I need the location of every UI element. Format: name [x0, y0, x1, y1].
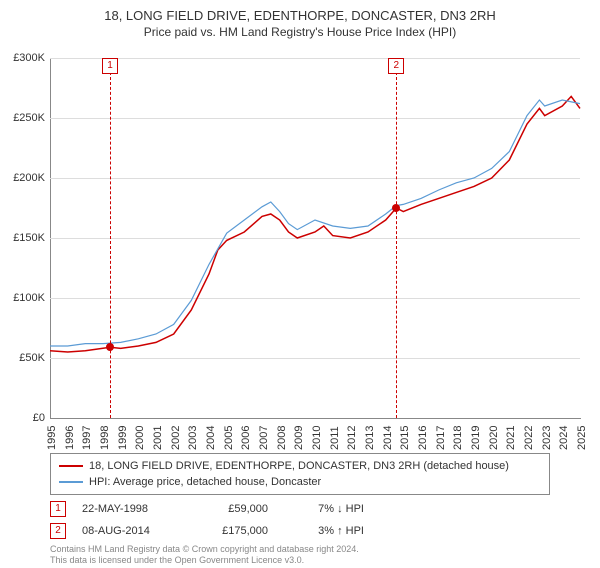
x-tick-label: 2016 — [417, 426, 429, 450]
x-tick-label: 2019 — [470, 426, 482, 450]
legend-swatch — [59, 481, 83, 483]
x-tick-label: 2002 — [170, 426, 182, 450]
chart-title: 18, LONG FIELD DRIVE, EDENTHORPE, DONCAS… — [0, 8, 600, 23]
series-price_paid — [50, 96, 580, 352]
marker-vline — [396, 72, 397, 418]
x-tick-label: 2014 — [382, 426, 394, 450]
sale-date: 08-AUG-2014 — [82, 525, 182, 537]
sale-row: 2 08-AUG-2014 £175,000 3% ↑ HPI — [50, 520, 364, 542]
legend-item: HPI: Average price, detached house, Donc… — [59, 474, 541, 490]
x-tick-label: 2015 — [399, 426, 411, 450]
legend: 18, LONG FIELD DRIVE, EDENTHORPE, DONCAS… — [50, 453, 550, 495]
x-tick-label: 2024 — [558, 426, 570, 450]
legend-swatch — [59, 465, 83, 467]
legend-label: 18, LONG FIELD DRIVE, EDENTHORPE, DONCAS… — [89, 460, 509, 472]
x-tick-label: 2022 — [523, 426, 535, 450]
x-tick-label: 2005 — [223, 426, 235, 450]
footer-attribution: Contains HM Land Registry data © Crown c… — [50, 544, 359, 566]
x-tick-label: 1999 — [117, 426, 129, 450]
footer-line-2: This data is licensed under the Open Gov… — [50, 555, 359, 566]
sale-marker-badge: 2 — [50, 523, 66, 539]
sale-price: £175,000 — [198, 525, 268, 537]
x-tick-label: 2004 — [205, 426, 217, 450]
chart-subtitle: Price paid vs. HM Land Registry's House … — [0, 25, 600, 39]
x-tick-label: 2023 — [541, 426, 553, 450]
x-tick-label: 2001 — [152, 426, 164, 450]
x-tick-label: 2017 — [435, 426, 447, 450]
sale-pct: 7% ↓ HPI — [284, 503, 364, 515]
y-tick-label: £200K — [0, 172, 45, 184]
series-hpi — [50, 100, 580, 346]
x-tick-label: 2011 — [329, 426, 341, 450]
x-tick-label: 2010 — [311, 426, 323, 450]
y-tick-label: £150K — [0, 232, 45, 244]
y-tick-label: £0 — [0, 412, 45, 424]
x-tick-label: 2025 — [576, 426, 588, 450]
sale-row: 1 22-MAY-1998 £59,000 7% ↓ HPI — [50, 498, 364, 520]
x-tick-label: 1997 — [81, 426, 93, 450]
chart-area: 12 — [50, 58, 580, 418]
y-tick-label: £250K — [0, 112, 45, 124]
y-tick-label: £300K — [0, 52, 45, 64]
legend-label: HPI: Average price, detached house, Donc… — [89, 476, 321, 488]
y-tick-label: £100K — [0, 292, 45, 304]
marker-badge: 2 — [388, 58, 404, 74]
sale-marker-badge: 1 — [50, 501, 66, 517]
x-tick-label: 2012 — [346, 426, 358, 450]
x-tick-label: 2007 — [258, 426, 270, 450]
x-tick-label: 2018 — [452, 426, 464, 450]
sale-pct: 3% ↑ HPI — [284, 525, 364, 537]
x-tick-label: 2000 — [134, 426, 146, 450]
marker-badge: 1 — [102, 58, 118, 74]
marker-point — [106, 343, 114, 351]
sale-date: 22-MAY-1998 — [82, 503, 182, 515]
sales-table: 1 22-MAY-1998 £59,000 7% ↓ HPI 2 08-AUG-2014 £… — [50, 498, 364, 542]
chart-lines — [50, 58, 580, 418]
x-tick-label: 2009 — [293, 426, 305, 450]
marker-vline — [110, 72, 111, 418]
x-tick-label: 2003 — [187, 426, 199, 450]
x-tick-label: 2013 — [364, 426, 376, 450]
x-tick-label: 2021 — [505, 426, 517, 450]
x-tick-label: 1995 — [46, 426, 58, 450]
x-tick-label: 2008 — [276, 426, 288, 450]
sale-price: £59,000 — [198, 503, 268, 515]
y-tick-label: £50K — [0, 352, 45, 364]
legend-item: 18, LONG FIELD DRIVE, EDENTHORPE, DONCAS… — [59, 458, 541, 474]
marker-point — [392, 204, 400, 212]
x-tick-label: 1998 — [99, 426, 111, 450]
x-tick-label: 2020 — [488, 426, 500, 450]
footer-line-1: Contains HM Land Registry data © Crown c… — [50, 544, 359, 555]
x-tick-label: 2006 — [240, 426, 252, 450]
x-tick-label: 1996 — [64, 426, 76, 450]
